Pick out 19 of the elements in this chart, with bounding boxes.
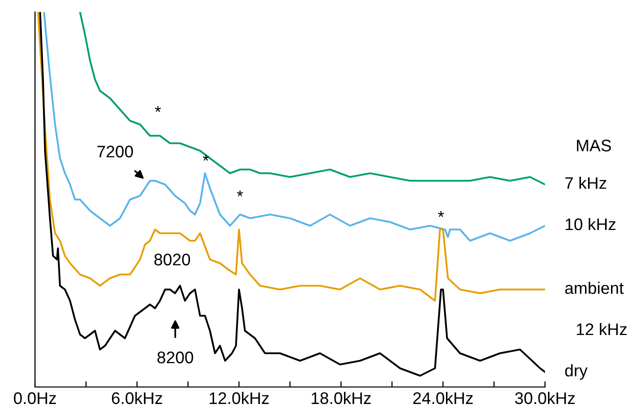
annotation: 8020: [154, 254, 190, 266]
x-tick-label: 18.0kHz: [312, 392, 371, 404]
x-tick-label: 12.0kHz: [210, 392, 269, 404]
x-tick-label: 0.0Hz: [14, 392, 56, 404]
series-label: ambient: [565, 282, 624, 294]
annotation: *: [202, 154, 209, 161]
text: 12 kHz: [576, 322, 627, 336]
series-label: dry: [565, 364, 588, 380]
annotation: 7200: [97, 146, 133, 158]
annotation: *: [237, 190, 244, 196]
series-label: 10 kHz: [566, 218, 616, 230]
annotation: 8200: [157, 352, 194, 364]
annotation: *: [154, 106, 161, 112]
x-tick-label: 6.0kHz: [112, 392, 162, 404]
text: MAS: [576, 140, 611, 152]
x-tick-label: 30.0kHz: [515, 392, 575, 404]
annotation: *: [438, 211, 444, 217]
series-label: 7 kHz: [565, 176, 606, 189]
x-tick-label: 24.0kHz: [413, 392, 473, 404]
